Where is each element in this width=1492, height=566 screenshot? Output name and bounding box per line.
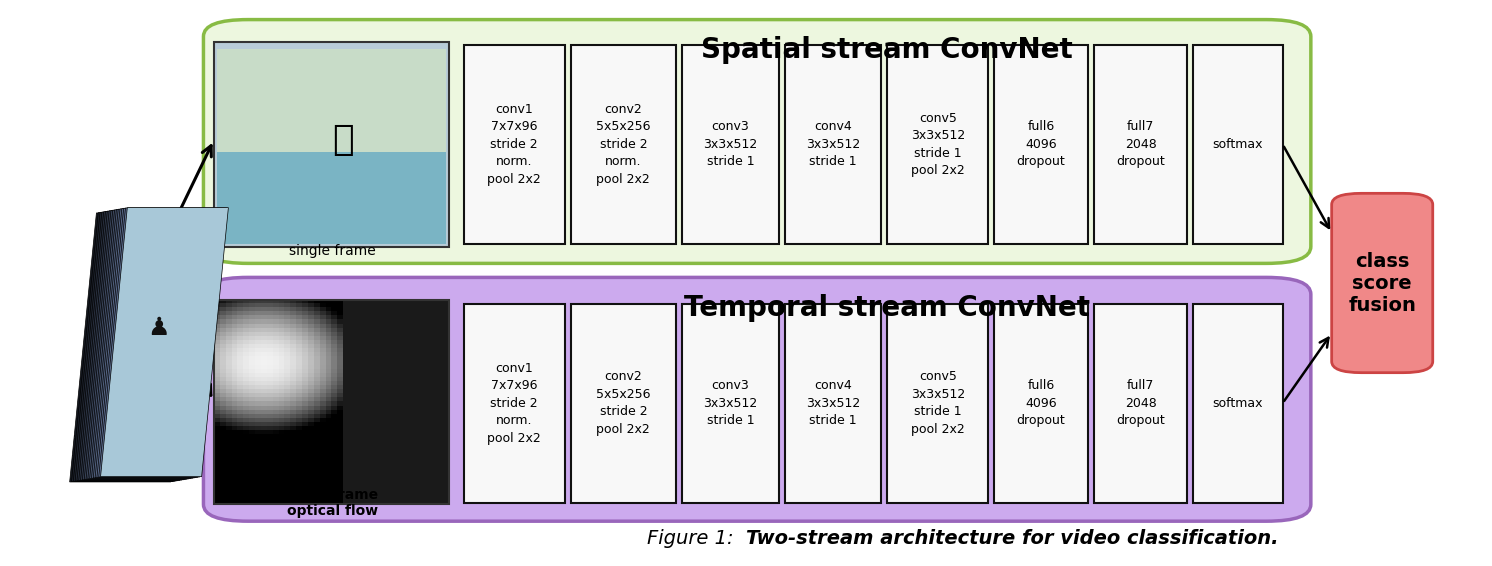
Text: input
video: input video: [72, 435, 118, 468]
Bar: [994, 45, 1088, 244]
Bar: [785, 45, 882, 244]
Bar: [888, 45, 988, 244]
Bar: [1194, 304, 1283, 503]
Bar: [213, 42, 449, 247]
Text: conv5
3x3x512
stride 1
pool 2x2: conv5 3x3x512 stride 1 pool 2x2: [910, 112, 965, 177]
Text: ♟: ♟: [148, 316, 170, 340]
Bar: [213, 42, 449, 247]
Polygon shape: [79, 211, 206, 481]
Text: full7
2048
dropout: full7 2048 dropout: [1116, 379, 1165, 427]
Text: conv2
5x5x256
stride 2
norm.
pool 2x2: conv2 5x5x256 stride 2 norm. pool 2x2: [597, 103, 651, 186]
Polygon shape: [78, 212, 204, 481]
Text: 🧍: 🧍: [333, 123, 354, 157]
Bar: [888, 304, 988, 503]
Bar: [1194, 45, 1283, 244]
Polygon shape: [91, 209, 219, 478]
Bar: [213, 300, 449, 504]
FancyBboxPatch shape: [203, 20, 1311, 263]
Text: conv3
3x3x512
stride 1: conv3 3x3x512 stride 1: [703, 121, 758, 168]
Polygon shape: [72, 213, 200, 482]
Polygon shape: [98, 208, 227, 477]
Bar: [682, 304, 779, 503]
Bar: [464, 45, 564, 244]
Polygon shape: [97, 208, 225, 477]
FancyBboxPatch shape: [1332, 194, 1432, 372]
Text: Temporal stream ConvNet: Temporal stream ConvNet: [685, 294, 1091, 322]
Text: conv3
3x3x512
stride 1: conv3 3x3x512 stride 1: [703, 379, 758, 427]
Bar: [213, 300, 449, 504]
Text: conv1
7x7x96
stride 2
norm.
pool 2x2: conv1 7x7x96 stride 2 norm. pool 2x2: [488, 362, 542, 445]
Bar: [216, 49, 446, 152]
Bar: [570, 45, 676, 244]
Text: softmax: softmax: [1213, 397, 1264, 410]
Text: class
score
fusion: class score fusion: [1349, 251, 1416, 315]
Bar: [1094, 304, 1188, 503]
Text: conv4
3x3x512
stride 1: conv4 3x3x512 stride 1: [806, 121, 859, 168]
Text: conv5
3x3x512
stride 1
pool 2x2: conv5 3x3x512 stride 1 pool 2x2: [910, 371, 965, 436]
Text: conv1
7x7x96
stride 2
norm.
pool 2x2: conv1 7x7x96 stride 2 norm. pool 2x2: [488, 103, 542, 186]
Text: Spatial stream ConvNet: Spatial stream ConvNet: [701, 36, 1073, 65]
Bar: [216, 152, 446, 244]
Bar: [785, 304, 882, 503]
Text: Figure 1:: Figure 1:: [648, 529, 746, 547]
Polygon shape: [70, 213, 197, 482]
Polygon shape: [95, 209, 222, 478]
Text: single frame: single frame: [289, 244, 376, 258]
Bar: [1094, 45, 1188, 244]
Polygon shape: [73, 212, 201, 481]
Polygon shape: [100, 208, 228, 477]
Polygon shape: [88, 210, 216, 479]
Polygon shape: [75, 212, 203, 481]
Polygon shape: [81, 211, 209, 480]
Polygon shape: [82, 211, 210, 480]
Bar: [994, 304, 1088, 503]
Bar: [570, 304, 676, 503]
Text: full6
4096
dropout: full6 4096 dropout: [1016, 379, 1065, 427]
Bar: [682, 45, 779, 244]
Text: full7
2048
dropout: full7 2048 dropout: [1116, 121, 1165, 168]
Polygon shape: [87, 210, 213, 479]
Text: multi-frame
optical flow: multi-frame optical flow: [286, 488, 379, 518]
FancyBboxPatch shape: [203, 277, 1311, 521]
Bar: [464, 304, 564, 503]
Text: conv2
5x5x256
stride 2
pool 2x2: conv2 5x5x256 stride 2 pool 2x2: [597, 371, 651, 436]
Bar: [343, 300, 449, 504]
Text: conv4
3x3x512
stride 1: conv4 3x3x512 stride 1: [806, 379, 859, 427]
Text: Two-stream architecture for video classification.: Two-stream architecture for video classi…: [746, 529, 1279, 547]
Polygon shape: [90, 209, 218, 478]
Text: softmax: softmax: [1213, 138, 1264, 151]
Polygon shape: [94, 209, 221, 478]
Text: full6
4096
dropout: full6 4096 dropout: [1016, 121, 1065, 168]
Polygon shape: [84, 211, 212, 479]
